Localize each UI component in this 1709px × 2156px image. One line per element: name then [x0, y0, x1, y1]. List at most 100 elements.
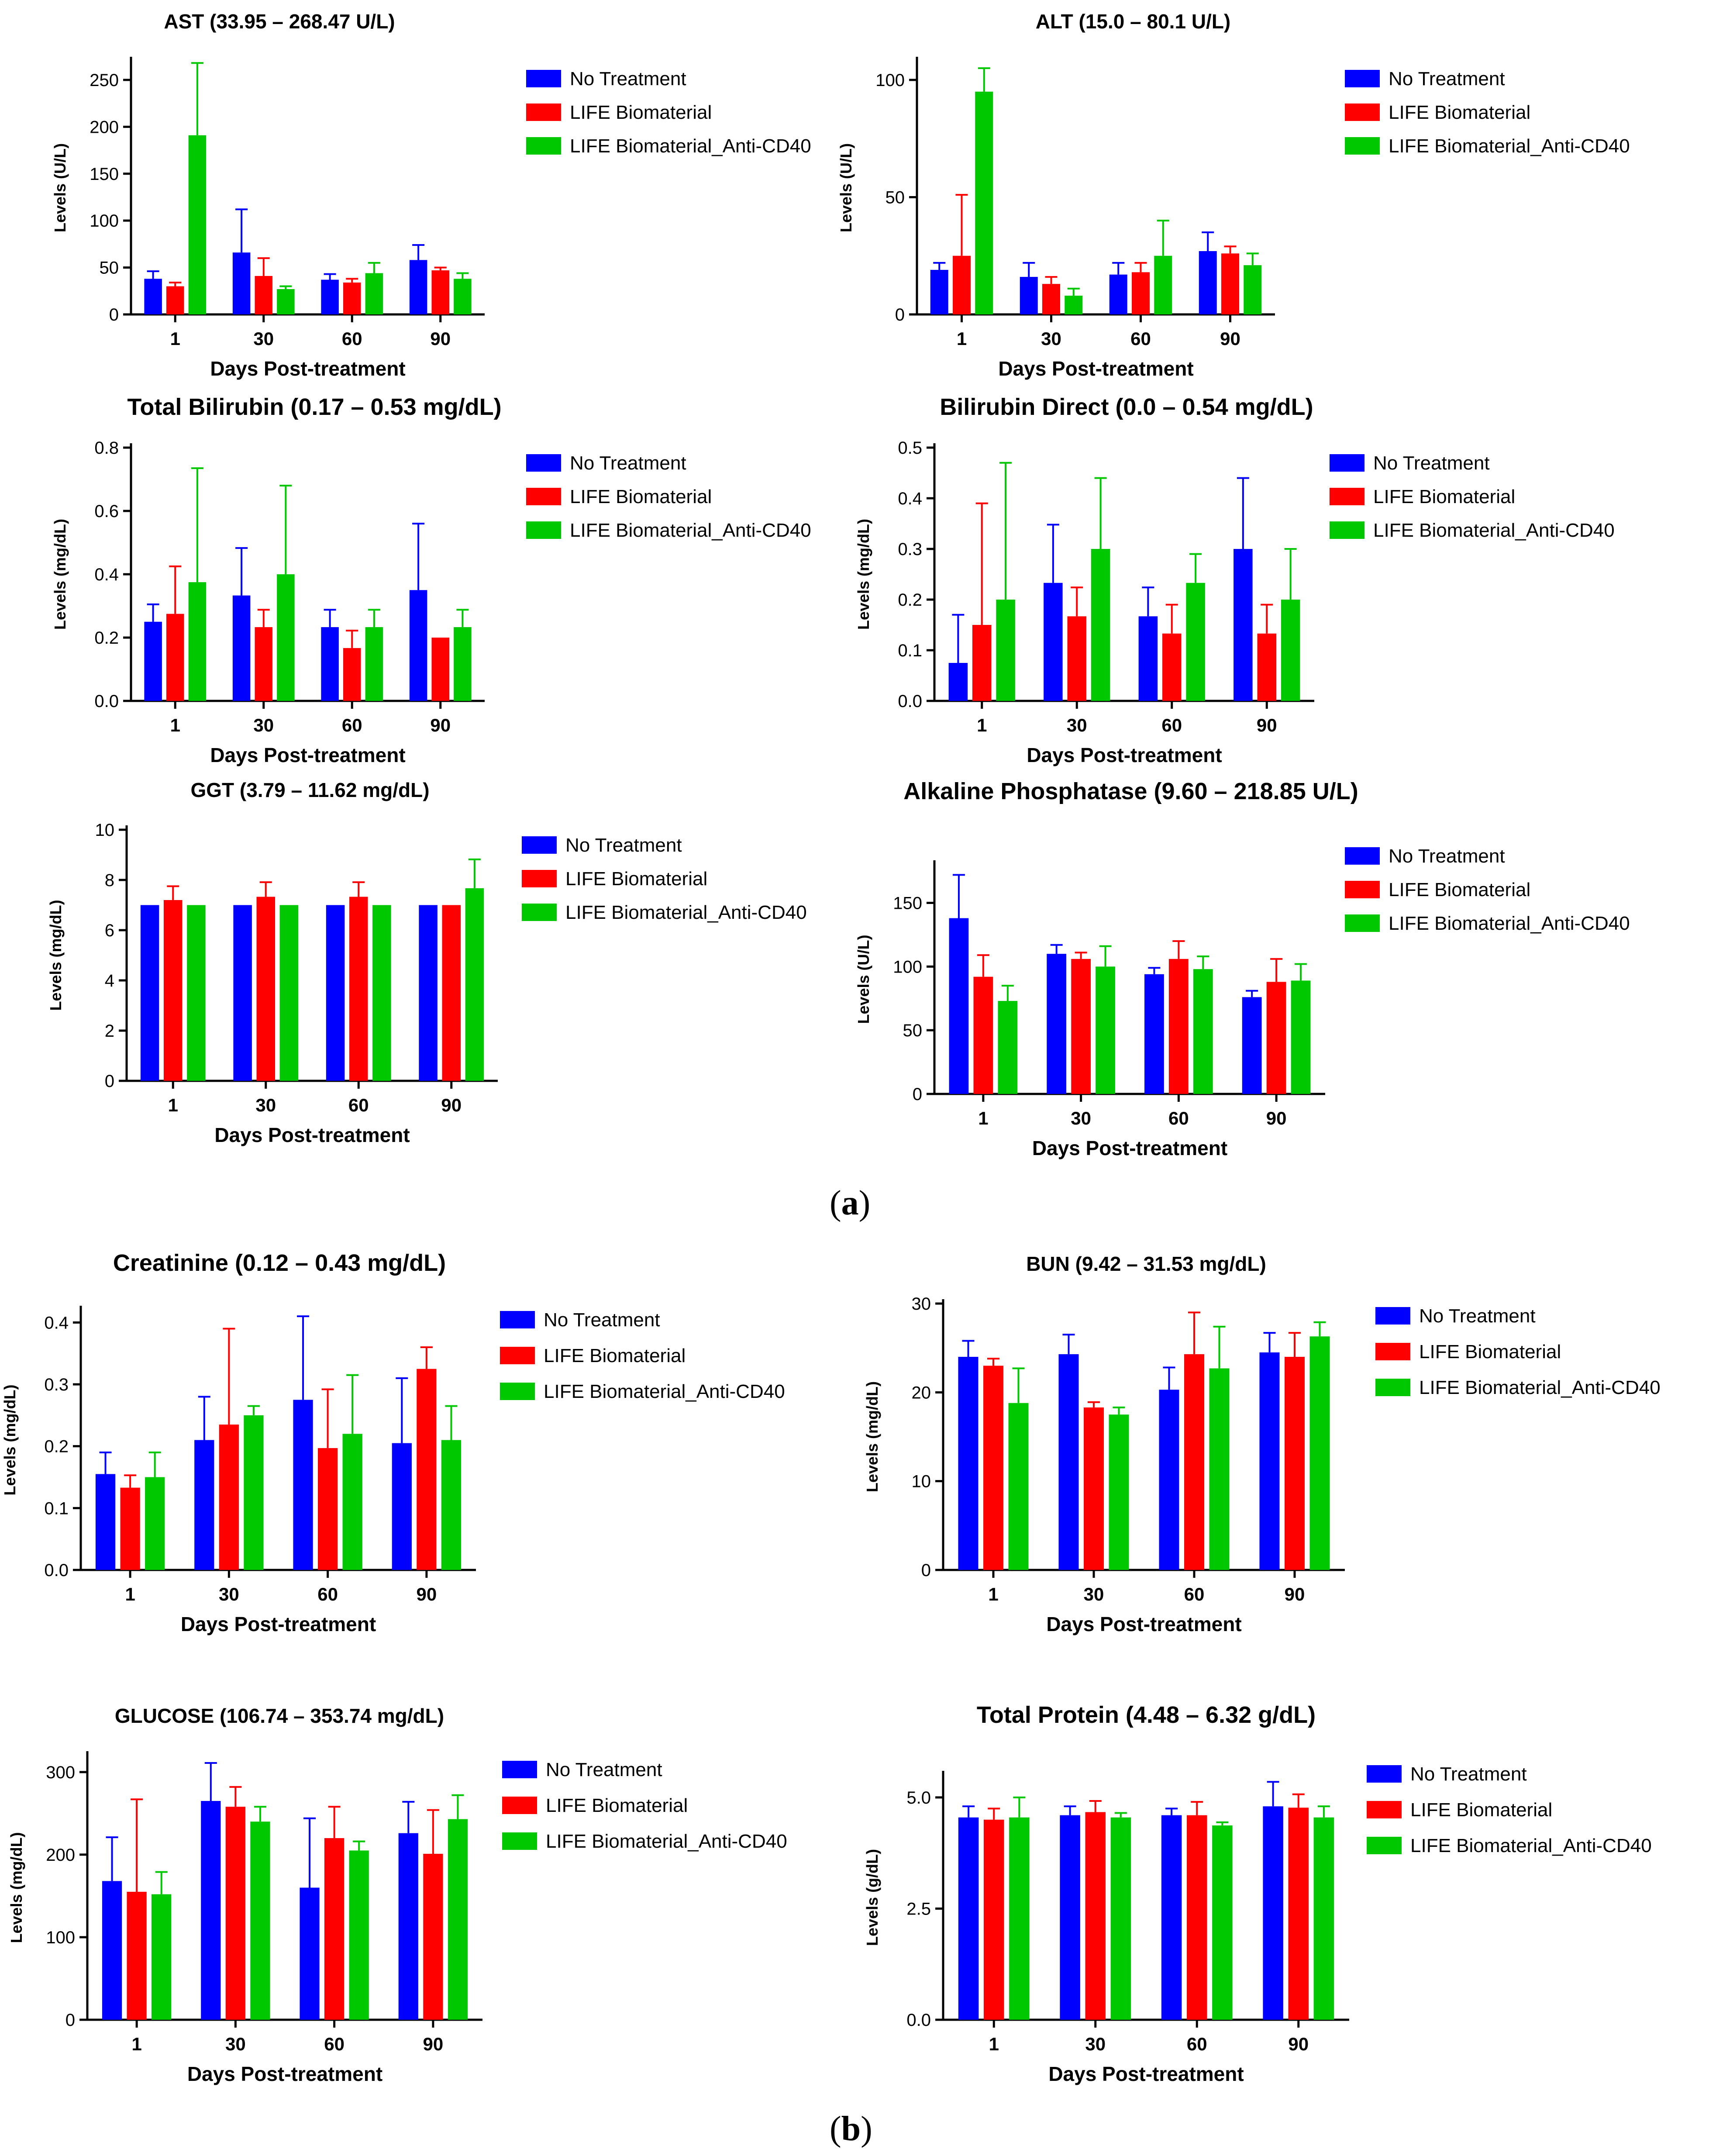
legend-label: No Treatment: [570, 452, 686, 474]
x-axis-label: Days Post-treatment: [187, 2063, 382, 2085]
chart-title: ALT (15.0 – 80.1 U/L): [1036, 10, 1231, 33]
x-tick-label: 60: [348, 1095, 369, 1115]
panel-label-a: (a): [830, 1184, 871, 1222]
x-tick-label: 60: [342, 328, 362, 349]
legend-label: LIFE Biomaterial: [1389, 879, 1530, 900]
y-tick-label: 0.4: [44, 1313, 69, 1332]
bar-alkaline-phosphatase-30-s2: [1096, 966, 1115, 1094]
legend-label: LIFE Biomaterial: [565, 868, 707, 890]
bar-total-protein-30-s0: [1060, 1815, 1080, 2020]
x-tick-label: 1: [977, 715, 987, 735]
bar-ggt-90-s2: [465, 888, 484, 1081]
bar-glucose-90-s0: [398, 1833, 418, 2020]
x-axis-label: Days Post-treatment: [210, 357, 405, 380]
bar-creatinine-1-s0: [95, 1474, 116, 1570]
legend-swatch: [526, 70, 561, 87]
legend-swatch: [1330, 488, 1364, 505]
bar-alt-60-s2: [1154, 255, 1172, 314]
chart-alkaline-phosphatase: Alkaline Phosphatase (9.60 – 218.85 U/L)…: [854, 778, 1630, 1159]
x-tick-label: 90: [1288, 2034, 1309, 2054]
chart-title: Bilirubin Direct (0.0 – 0.54 mg/dL): [940, 394, 1313, 420]
chart-title: GLUCOSE (106.74 – 353.74 mg/dL): [115, 1704, 444, 1727]
bar-glucose-30-s1: [225, 1807, 245, 2020]
x-tick-label: 30: [219, 1584, 239, 1604]
y-tick-label: 100: [893, 957, 922, 976]
bar-alkaline-phosphatase-1-s2: [998, 1001, 1018, 1094]
y-axis-label: Levels (mg/dL): [854, 519, 872, 630]
legend-label: LIFE Biomaterial_Anti-CD40: [1419, 1377, 1661, 1398]
bar-glucose-60-s1: [324, 1838, 345, 2020]
bar-bilirubin-direct-1-s2: [996, 600, 1015, 701]
legend-swatch: [1345, 914, 1380, 932]
bar-alkaline-phosphatase-90-s2: [1291, 980, 1311, 1094]
bar-total-bilirubin-60-s0: [321, 627, 339, 701]
chart-alt: ALT (15.0 – 80.1 U/L) 0 50 100 1 30 60 90 Days P…: [837, 10, 1630, 380]
y-tick-label: 100: [90, 211, 119, 231]
x-tick-label: 60: [1168, 1108, 1189, 1128]
bar-ast-90-s0: [409, 260, 427, 314]
bar-alkaline-phosphatase-60-s2: [1193, 969, 1213, 1094]
x-tick-label: 1: [168, 1095, 178, 1115]
legend-label: LIFE Biomaterial: [1389, 102, 1530, 123]
bar-total-protein-90-s1: [1288, 1808, 1309, 2020]
legend-label: No Treatment: [546, 1759, 662, 1780]
bar-alt-30-s0: [1020, 277, 1038, 314]
bar-alt-60-s1: [1132, 272, 1150, 314]
bar-alkaline-phosphatase-1-s0: [949, 918, 969, 1094]
bar-glucose-60-s2: [349, 1850, 369, 2020]
bar-bun-1-s1: [983, 1366, 1003, 1570]
legend-swatch: [1345, 103, 1380, 121]
y-axis-label: Levels (g/dL): [863, 1849, 881, 1946]
y-tick-label: 20: [912, 1383, 931, 1402]
y-tick-label: 0: [921, 1561, 931, 1580]
chart-ast: AST (33.95 – 268.47 U/L) 0 50 100 150 200 250 1…: [51, 10, 811, 380]
bar-bun-90-s0: [1259, 1352, 1280, 1570]
bar-bun-60-s2: [1209, 1368, 1230, 1570]
bar-creatinine-1-s1: [120, 1487, 140, 1570]
y-tick-label: 200: [46, 1846, 75, 1865]
bar-creatinine-30-s1: [219, 1425, 239, 1570]
y-tick-label: 2.5: [906, 1899, 931, 1918]
chart-title: AST (33.95 – 268.47 U/L): [164, 10, 395, 33]
y-tick-label: 0.0: [898, 692, 922, 711]
bar-glucose-90-s2: [448, 1819, 468, 2020]
bar-ast-90-s2: [454, 279, 472, 314]
legend-label: LIFE Biomaterial: [570, 486, 712, 507]
legend-label: LIFE Biomaterial_Anti-CD40: [544, 1381, 785, 1402]
x-tick-label: 90: [1266, 1108, 1287, 1128]
bar-total-protein-1-s2: [1009, 1817, 1030, 2020]
bar-total-bilirubin-30-s1: [255, 627, 272, 701]
y-tick-label: 200: [90, 117, 119, 137]
legend-swatch: [1330, 454, 1364, 472]
legend-label: No Treatment: [1410, 1763, 1527, 1785]
bar-creatinine-1-s2: [145, 1477, 165, 1570]
x-tick-label: 60: [1184, 1584, 1205, 1604]
bar-bilirubin-direct-90-s1: [1257, 633, 1276, 701]
x-tick-label: 60: [324, 2034, 345, 2054]
x-tick-label: 60: [317, 1584, 338, 1604]
y-tick-label: 0: [105, 1072, 114, 1091]
bar-total-protein-60-s0: [1161, 1815, 1182, 2020]
x-axis-label: Days Post-treatment: [1032, 1137, 1227, 1159]
legend-label: LIFE Biomaterial: [570, 102, 712, 123]
x-tick-label: 30: [253, 328, 274, 349]
legend-label: LIFE Biomaterial_Anti-CD40: [1389, 913, 1630, 934]
y-axis-label: Levels (mg/dL): [7, 1832, 25, 1943]
y-tick-label: 0.5: [898, 438, 922, 458]
bar-ggt-30-s1: [256, 897, 275, 1081]
bar-ast-60-s2: [365, 273, 383, 314]
bar-ggt-60-s2: [372, 905, 391, 1081]
x-tick-label: 1: [170, 715, 180, 735]
legend-label: LIFE Biomaterial_Anti-CD40: [565, 902, 807, 923]
y-tick-label: 0: [109, 305, 119, 324]
bar-glucose-30-s0: [201, 1801, 221, 2020]
bar-alkaline-phosphatase-30-s1: [1071, 959, 1091, 1094]
legend-label: LIFE Biomaterial: [1410, 1799, 1552, 1821]
x-tick-label: 30: [1084, 1584, 1104, 1604]
bar-glucose-1-s0: [102, 1881, 122, 2020]
bar-bilirubin-direct-1-s1: [972, 625, 992, 701]
bar-bun-60-s1: [1184, 1354, 1204, 1570]
y-tick-label: 50: [100, 259, 119, 278]
bar-alt-60-s0: [1109, 274, 1127, 314]
legend-swatch: [522, 870, 557, 887]
